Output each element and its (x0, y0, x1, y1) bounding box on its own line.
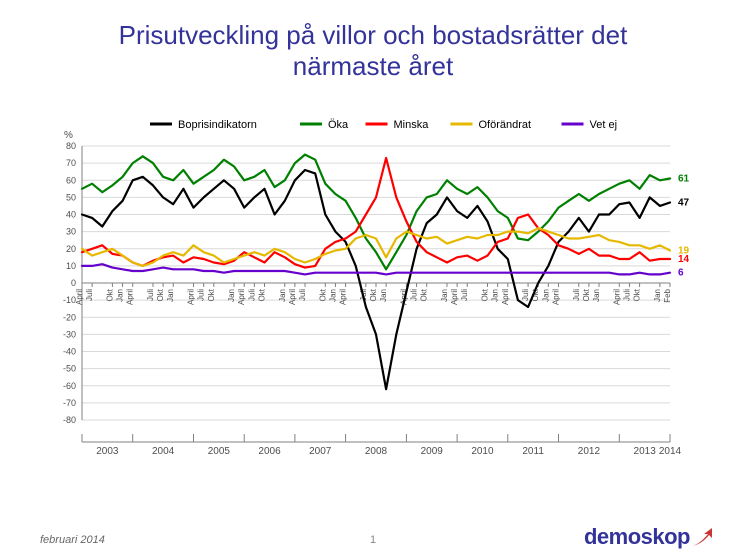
svg-text:Oförändrat: Oförändrat (479, 119, 532, 131)
chart-svg: -80-70-60-50-40-30-20-100102030405060708… (40, 110, 710, 490)
svg-text:47: 47 (678, 198, 690, 209)
svg-text:Okt: Okt (582, 288, 591, 301)
svg-text:2010: 2010 (471, 446, 494, 457)
svg-text:Juli: Juli (247, 289, 256, 301)
svg-text:April: April (126, 289, 135, 305)
svg-text:80: 80 (66, 141, 76, 151)
page: Prisutveckling på villor och bostadsrätt… (0, 0, 746, 560)
svg-text:2011: 2011 (522, 446, 544, 457)
svg-text:-20: -20 (63, 312, 76, 322)
svg-text:Boprisindikatorn: Boprisindikatorn (178, 119, 257, 131)
svg-text:6: 6 (678, 268, 684, 279)
svg-text:2009: 2009 (421, 446, 444, 457)
svg-text:Okt: Okt (318, 288, 327, 301)
svg-text:50: 50 (66, 192, 76, 202)
svg-text:April: April (237, 289, 246, 305)
svg-text:Juli: Juli (622, 289, 631, 301)
svg-text:Jan: Jan (592, 289, 601, 302)
footer-page-number: 1 (370, 534, 376, 546)
svg-text:Jan: Jan (227, 289, 236, 302)
svg-text:April: April (187, 289, 196, 305)
svg-text:Juli: Juli (460, 289, 469, 301)
svg-text:70: 70 (66, 158, 76, 168)
page-title: Prisutveckling på villor och bostadsrätt… (0, 20, 746, 82)
svg-text:Juli: Juli (197, 289, 206, 301)
svg-text:Feb: Feb (663, 288, 672, 302)
svg-text:April: April (551, 289, 560, 305)
svg-text:-70: -70 (63, 398, 76, 408)
svg-text:2006: 2006 (258, 446, 281, 457)
svg-text:-80: -80 (63, 415, 76, 425)
svg-text:Juli: Juli (572, 289, 581, 301)
svg-text:Jan: Jan (278, 289, 287, 302)
svg-text:Öka: Öka (328, 119, 349, 131)
svg-text:2014: 2014 (659, 446, 682, 457)
title-line-2: närmaste året (293, 51, 453, 81)
svg-text:April: April (612, 289, 621, 305)
svg-text:Okt: Okt (207, 288, 216, 301)
svg-text:Vet ej: Vet ej (590, 119, 618, 131)
svg-text:19: 19 (678, 245, 690, 256)
svg-text:Jan: Jan (116, 289, 125, 302)
svg-text:61: 61 (678, 174, 690, 185)
svg-text:April: April (288, 289, 297, 305)
svg-text:-40: -40 (63, 347, 76, 357)
svg-text:Jan: Jan (440, 289, 449, 302)
svg-text:Okt: Okt (257, 288, 266, 301)
svg-text:2013: 2013 (634, 446, 657, 457)
svg-text:Juli: Juli (410, 289, 419, 301)
logo-text: demoskop (584, 524, 690, 549)
svg-text:Okt: Okt (633, 288, 642, 301)
svg-text:Jan: Jan (328, 289, 337, 302)
svg-text:Okt: Okt (481, 288, 490, 301)
svg-text:-50: -50 (63, 364, 76, 374)
main-chart: -80-70-60-50-40-30-20-100102030405060708… (40, 110, 710, 490)
svg-text:2012: 2012 (578, 446, 601, 457)
svg-text:20: 20 (66, 244, 76, 254)
svg-text:Jan: Jan (491, 289, 500, 302)
footer-date: februari 2014 (40, 534, 105, 546)
svg-text:40: 40 (66, 210, 76, 220)
svg-text:Jan: Jan (379, 289, 388, 302)
svg-text:60: 60 (66, 175, 76, 185)
svg-text:Jan: Jan (653, 289, 662, 302)
footer-logo: demoskop (584, 524, 716, 550)
svg-text:2007: 2007 (309, 446, 332, 457)
svg-text:-60: -60 (63, 381, 76, 391)
svg-text:2005: 2005 (208, 446, 231, 457)
svg-text:Juli: Juli (298, 289, 307, 301)
svg-text:0: 0 (71, 278, 76, 288)
svg-text:Juli: Juli (521, 289, 530, 301)
svg-text:2003: 2003 (96, 446, 119, 457)
svg-text:2008: 2008 (365, 446, 388, 457)
title-line-1: Prisutveckling på villor och bostadsrätt… (119, 20, 628, 50)
svg-text:2004: 2004 (152, 446, 175, 457)
svg-text:April: April (501, 289, 510, 305)
svg-text:April: April (75, 289, 84, 305)
svg-text:April: April (339, 289, 348, 305)
svg-text:Okt: Okt (156, 288, 165, 301)
svg-text:Juli: Juli (85, 289, 94, 301)
svg-text:10: 10 (66, 261, 76, 271)
svg-text:Juli: Juli (146, 289, 155, 301)
svg-text:Okt: Okt (105, 288, 114, 301)
svg-text:%: % (64, 130, 73, 141)
svg-text:Okt: Okt (369, 288, 378, 301)
svg-text:Okt: Okt (420, 288, 429, 301)
logo-arrow-icon (690, 526, 716, 550)
svg-text:-30: -30 (63, 329, 76, 339)
svg-text:30: 30 (66, 227, 76, 237)
svg-text:April: April (450, 289, 459, 305)
svg-text:Jan: Jan (541, 289, 550, 302)
svg-text:Jan: Jan (166, 289, 175, 302)
svg-text:Minska: Minska (394, 119, 430, 131)
